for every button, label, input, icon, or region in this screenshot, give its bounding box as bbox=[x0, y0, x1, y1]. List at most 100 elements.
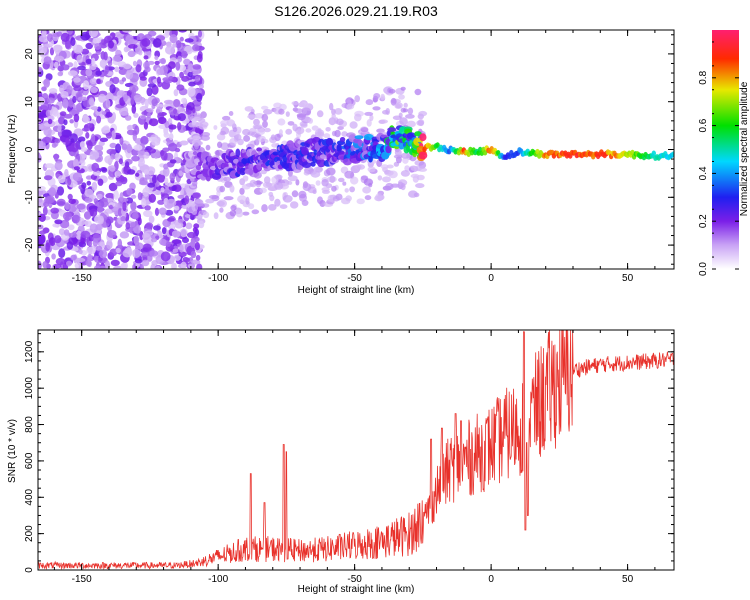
spectrogram-noise-blob bbox=[68, 198, 76, 204]
colorbar-label: Normalized spectral amplitude bbox=[739, 81, 750, 216]
spectrogram-noise-blob bbox=[106, 230, 117, 238]
spectrogram-noise-blob bbox=[117, 91, 126, 96]
spectrogram-noise-blob bbox=[88, 240, 93, 247]
spectrogram-noise-blob bbox=[88, 30, 99, 38]
spectrogram-noise-blob bbox=[140, 251, 150, 257]
spectrogram-noise-blob bbox=[208, 194, 219, 200]
spectrogram-noise-blob bbox=[400, 170, 410, 177]
x-tick-label: -100 bbox=[208, 273, 228, 284]
spectrogram-ridge-mark bbox=[371, 138, 380, 143]
spectrogram-noise-blob bbox=[64, 39, 71, 49]
spectrogram-noise-blob bbox=[311, 125, 319, 131]
spectrogram-noise-blob bbox=[97, 256, 108, 264]
spectrogram-noise-blob bbox=[73, 85, 83, 92]
spectrogram-noise-blob bbox=[141, 198, 147, 208]
spectrogram-noise-blob bbox=[144, 34, 152, 40]
spectrogram-noise-blob bbox=[72, 172, 83, 182]
spectrogram-ridge-mark bbox=[466, 151, 471, 157]
spectrogram-noise-blob bbox=[251, 209, 260, 215]
y-tick-label: 1200 bbox=[24, 340, 35, 363]
spectrogram-ridge-mark bbox=[248, 168, 254, 176]
spectrogram-noise-blob bbox=[148, 118, 159, 127]
spectrogram-noise-blob bbox=[242, 175, 249, 182]
spectrogram-noise-blob bbox=[95, 245, 103, 252]
spectrogram-noise-blob bbox=[179, 244, 184, 253]
spectrogram-noise-blob bbox=[222, 115, 231, 121]
spectrogram-noise-blob bbox=[72, 96, 77, 103]
spectrogram-noise-blob bbox=[378, 119, 388, 124]
spectrogram-noise-blob bbox=[242, 128, 251, 136]
spectrogram-noise-blob bbox=[160, 151, 168, 161]
spectrogram-noise-blob bbox=[152, 174, 157, 184]
spectrogram-ridge-mark bbox=[256, 162, 262, 171]
spectrogram-noise-blob bbox=[153, 225, 161, 231]
spectrogram-noise-blob bbox=[408, 190, 418, 198]
spectrogram-noise-blob bbox=[380, 164, 389, 170]
spectrogram-noise-blob bbox=[80, 31, 90, 41]
spectrogram-noise-blob bbox=[86, 180, 92, 186]
colorbar-tick-label: 0.6 bbox=[698, 118, 709, 132]
spectrogram-noise-blob bbox=[97, 206, 104, 213]
spectrogram-noise-blob bbox=[237, 195, 247, 204]
spectrogram-noise-blob bbox=[59, 111, 67, 117]
spectrogram-noise-blob bbox=[109, 142, 117, 149]
spectrogram-noise-blob bbox=[111, 112, 117, 122]
spectrogram-noise-blob bbox=[75, 257, 86, 263]
spectrogram-noise-blob bbox=[350, 176, 359, 185]
spectrogram-noise-blob bbox=[184, 195, 190, 205]
spectrogram-noise-blob bbox=[128, 39, 138, 45]
spectrogram-noise-blob bbox=[155, 265, 161, 269]
spectrogram-noise-blob bbox=[407, 107, 414, 115]
spectrogram-noise-blob bbox=[130, 221, 137, 228]
spectrogram-x-label: Height of straight line (km) bbox=[298, 285, 415, 296]
spectrogram-noise-blob bbox=[86, 246, 96, 255]
spectrogram-noise-blob bbox=[161, 227, 167, 235]
spectrogram-noise-blob bbox=[119, 192, 124, 202]
spectrogram-noise-blob bbox=[177, 219, 184, 224]
colorbar: 0.0 0.2 0.4 0.6 0.8 Normalized spectral ampl… bbox=[698, 30, 750, 276]
spectrogram-noise-blob bbox=[270, 134, 276, 141]
spectrogram-noise-blob bbox=[385, 182, 394, 191]
spectrogram-noise-blob bbox=[56, 31, 63, 37]
spectrogram-noise-blob bbox=[96, 193, 103, 200]
spectrogram-noise-blob bbox=[178, 170, 184, 177]
spectrogram-noise-blob bbox=[56, 198, 66, 207]
spectrogram-ridge-mark bbox=[272, 151, 279, 156]
spectrogram-noise-blob bbox=[394, 103, 402, 109]
spectrogram-noise-blob bbox=[85, 132, 90, 139]
spectrogram-ridge-mark bbox=[301, 150, 309, 156]
spectrogram-noise-blob bbox=[58, 248, 66, 259]
spectrogram-noise-blob bbox=[73, 113, 80, 123]
spectrogram-noise-blob bbox=[117, 238, 123, 249]
spectrogram-noise-blob bbox=[114, 134, 122, 140]
spectrogram-noise-blob bbox=[38, 234, 46, 245]
spectrogram-noise-blob bbox=[38, 35, 49, 43]
spectrogram-noise-blob bbox=[81, 182, 87, 190]
spectrogram-noise-blob bbox=[173, 99, 181, 108]
spectrogram-ridge-mark bbox=[336, 144, 343, 152]
spectrogram-ridge-mark bbox=[326, 137, 333, 146]
spectrogram-noise-blob bbox=[367, 166, 376, 173]
spectrogram-noise-blob bbox=[194, 199, 204, 207]
spectrogram-noise-blob bbox=[354, 113, 362, 122]
spectrogram-noise-blob bbox=[45, 195, 55, 204]
spectrogram-noise-blob bbox=[94, 43, 101, 50]
spectrogram-noise-blob bbox=[115, 181, 123, 187]
spectrogram-noise-blob bbox=[187, 63, 195, 73]
spectrogram-noise-blob bbox=[342, 181, 347, 186]
spectrogram-noise-blob bbox=[274, 133, 281, 142]
spectrogram-noise-blob bbox=[332, 195, 340, 202]
spectrogram-noise-blob bbox=[67, 193, 73, 200]
spectrogram-noise-blob bbox=[259, 187, 267, 194]
spectrogram-noise-blob bbox=[51, 142, 57, 148]
spectrogram-noise-blob bbox=[165, 45, 175, 55]
spectrogram-noise-blob bbox=[114, 152, 121, 162]
spectrogram-noise-blob bbox=[77, 65, 86, 71]
spectrogram-ridge-mark bbox=[651, 150, 656, 157]
colorbar-tick-label: 0.4 bbox=[698, 166, 709, 180]
spectrogram-noise-blob bbox=[173, 89, 179, 97]
spectrogram-noise-blob bbox=[49, 47, 55, 56]
spectrogram-noise-blob bbox=[108, 182, 118, 192]
spectrogram-noise-blob bbox=[248, 203, 255, 210]
spectrogram-noise-blob bbox=[364, 111, 374, 116]
